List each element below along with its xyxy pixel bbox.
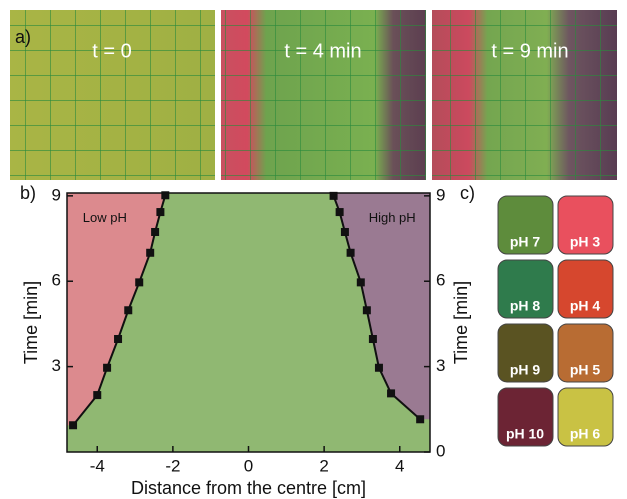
marker: [135, 278, 144, 287]
y2-axis-title: Time [min]: [451, 281, 471, 364]
panel-label: c): [460, 183, 475, 203]
y-tick-label: 3: [52, 356, 61, 375]
swatch: [497, 195, 554, 255]
annotation: Low pH: [83, 210, 127, 225]
marker: [146, 248, 155, 257]
x-tick-label: 2: [319, 456, 328, 475]
swatch: [557, 387, 614, 447]
marker: [151, 227, 160, 236]
swatch-label: pH 5: [570, 362, 601, 378]
swatch-label: pH 4: [570, 298, 601, 314]
photo-panel: t = 0 t = 4 min t = 9 min a): [10, 10, 617, 180]
y2-tick-label: 6: [436, 271, 445, 290]
x-axis-title: Distance from the centre [cm]: [131, 478, 366, 498]
y-tick-label: 6: [52, 271, 61, 290]
swatch-label: pH 9: [510, 362, 541, 378]
swatch: [497, 387, 554, 447]
photo-label: t = 9 min: [491, 40, 568, 62]
marker: [340, 227, 349, 236]
y2-tick-label: 0: [436, 441, 445, 460]
marker: [103, 363, 112, 372]
region: [333, 193, 430, 420]
panel-label: b): [20, 183, 36, 203]
marker: [362, 306, 371, 315]
annotation: High pH: [369, 210, 416, 225]
panel-label: a): [15, 27, 31, 47]
chart: Low pH High pH -4 -2 0 2 4 3 6 9 0 3 6 9 Distance from…: [21, 185, 471, 497]
marker: [335, 208, 344, 217]
x-tick-label: -4: [90, 456, 105, 475]
line: [332, 195, 421, 421]
marker: [346, 248, 355, 257]
region: [67, 193, 166, 426]
photo-grid: [432, 10, 617, 180]
x-tick-label: 0: [244, 456, 253, 475]
swatch: [557, 259, 614, 319]
swatch-label: pH 6: [570, 426, 601, 442]
swatch-label: pH 3: [570, 234, 601, 250]
x-tick-label: 4: [395, 456, 404, 475]
swatch-label: pH 10: [506, 426, 544, 442]
marker: [374, 363, 383, 372]
marker: [124, 306, 133, 315]
photo-grid: [221, 10, 426, 180]
swatch: [557, 195, 614, 255]
swatch: [557, 323, 614, 383]
line: [72, 194, 167, 426]
marker: [368, 335, 377, 344]
marker: [416, 415, 425, 424]
marker: [161, 191, 170, 200]
swatch-label: pH 7: [510, 234, 541, 250]
marker: [387, 389, 396, 398]
marker: [114, 335, 123, 344]
y2-tick-label: 9: [436, 185, 445, 204]
y-tick-label: 9: [52, 185, 61, 204]
y-axis-title: Time [min]: [21, 281, 41, 364]
photo-grid: [10, 10, 215, 180]
marker: [69, 421, 78, 430]
swatch: [497, 323, 554, 383]
swatch-panel: pH 7 pH 3 pH 8 pH 4 pH 9 pH 5 pH 10 pH 6: [497, 195, 614, 447]
marker: [156, 208, 165, 217]
x-tick-label: -2: [165, 456, 180, 475]
y2-tick-label: 3: [436, 356, 445, 375]
swatch-label: pH 8: [510, 298, 541, 314]
swatch: [497, 259, 554, 319]
marker: [329, 191, 338, 200]
marker: [356, 278, 365, 287]
photo-label: t = 4 min: [284, 40, 361, 62]
marker: [93, 391, 102, 400]
photo-label: t = 0: [92, 40, 131, 62]
